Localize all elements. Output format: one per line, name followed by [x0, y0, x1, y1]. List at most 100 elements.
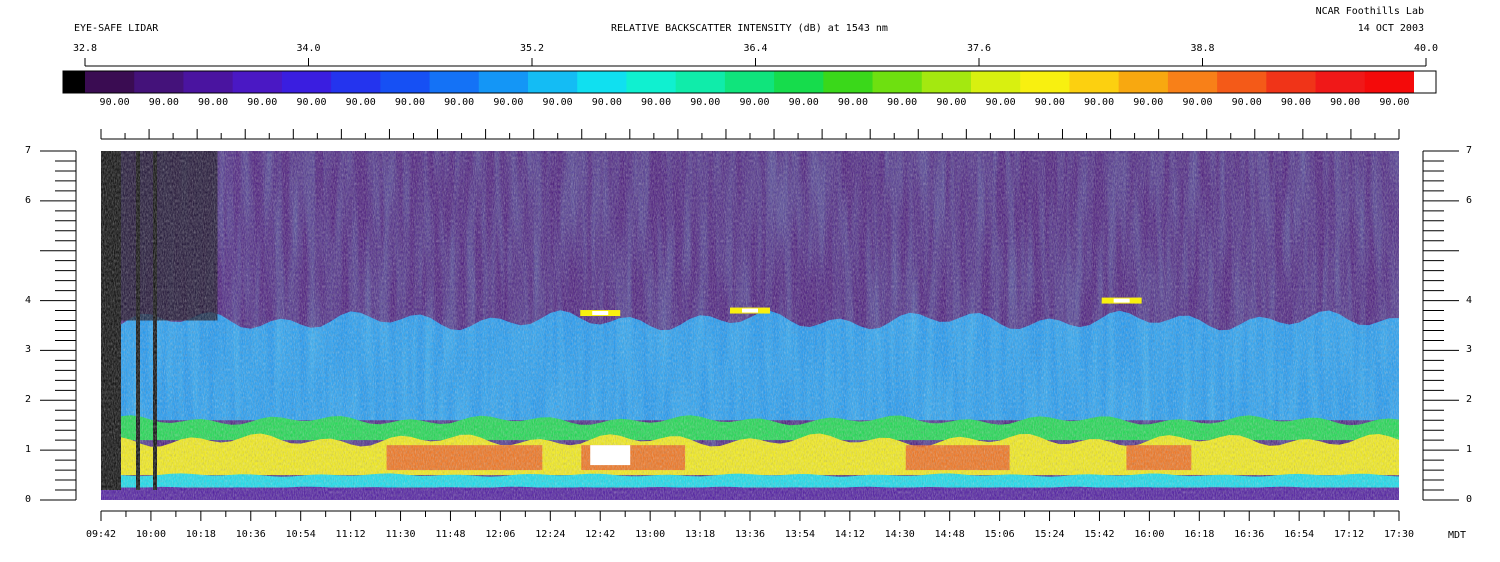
colorbar-bin-label: 90.00: [345, 97, 376, 108]
chart-title: RELATIVE BACKSCATTER INTENSITY (dB) at 1…: [611, 23, 888, 34]
x-tick-label: 11:12: [335, 529, 366, 540]
colorbar-bin-label: 90.00: [394, 97, 425, 108]
colorbar-bin-label: 90.00: [1330, 97, 1361, 108]
x-tick-label: 10:18: [185, 529, 216, 540]
x-tick-label: 12:06: [485, 529, 516, 540]
x-tick-label: 17:12: [1334, 529, 1365, 540]
y-tick-label-left: 3: [25, 344, 32, 356]
y-tick-label-right: 1: [1466, 444, 1473, 456]
colorbar-bin-label: 90.00: [640, 97, 672, 108]
colorbar-bin-label: 90.00: [247, 97, 278, 108]
colorbar-bin-label: 90.00: [788, 97, 819, 108]
colorbar-swatch: [429, 71, 480, 93]
colorbar-bin-label: 90.00: [197, 97, 229, 108]
colorbar-bin-label: 90.00: [1379, 97, 1410, 108]
colorbar-swatch: [724, 71, 775, 93]
x-tick-label: 16:18: [1184, 529, 1215, 540]
colorbar-swatch: [528, 71, 578, 93]
y-tick-label-left: 1: [25, 444, 32, 456]
y-tick-label-left: 2: [25, 394, 32, 406]
x-tick-label: 17:30: [1383, 529, 1415, 540]
y-tick-label-left: 4: [25, 294, 32, 306]
colorbar-swatch: [626, 71, 677, 93]
colorbar-bin-label: 90.00: [1231, 97, 1262, 108]
x-tick-label: 13:54: [784, 529, 815, 540]
colorbar-swatch: [331, 71, 381, 93]
x-tick-label: 09:42: [85, 529, 117, 540]
colorbar-scale-label: 38.8: [1190, 43, 1215, 54]
colorbar-scale-label: 40.0: [1413, 43, 1439, 54]
x-tick-label: 10:00: [135, 529, 166, 540]
colorbar-swatch: [577, 71, 627, 93]
colorbar-swatch: [380, 71, 431, 93]
x-tick-label: 11:30: [385, 529, 416, 540]
colorbar-swatch: [1020, 71, 1070, 93]
colorbar-swatch: [1266, 71, 1317, 93]
colorbar-swatch: [85, 71, 135, 93]
cloud-hit-core: [742, 308, 758, 313]
x-tick-label: 15:06: [984, 529, 1015, 540]
y-tick-label-right: 3: [1466, 344, 1473, 356]
colorbar-bin-label: 90.00: [1133, 97, 1164, 108]
x-tick-label: 16:54: [1284, 529, 1315, 540]
colorbar-scale-label: 32.8: [72, 43, 98, 54]
colorbar-swatch: [1118, 71, 1169, 93]
colorbar: [62, 58, 1437, 94]
x-tick-label: 11:48: [435, 529, 466, 540]
colorbar-bin-label: 90.00: [591, 97, 622, 108]
colorbar-low-swatch: [63, 71, 85, 93]
x-tick-label: 15:42: [1084, 529, 1115, 540]
colorbar-bin-label: 90.00: [739, 97, 770, 108]
colorbar-bin-label: 90.00: [493, 97, 524, 108]
colorbar-swatch: [1069, 71, 1120, 93]
colorbar-swatch: [134, 71, 184, 93]
colorbar-swatch: [183, 71, 234, 93]
colorbar-bin-label: 90.00: [690, 97, 721, 108]
colorbar-high-swatch: [1414, 71, 1436, 93]
x-tick-label: 10:54: [285, 529, 316, 540]
colorbar-bin-label: 90.00: [985, 97, 1016, 108]
colorbar-swatch: [281, 71, 332, 93]
time-zone-label: MDT: [1448, 530, 1467, 541]
saturated-region: [590, 445, 631, 466]
date-label: 14 OCT 2003: [1357, 23, 1424, 34]
colorbar-swatch: [774, 71, 824, 93]
instrument-label: EYE-SAFE LIDAR: [74, 23, 159, 34]
y-tick-label-left: 6: [25, 194, 32, 206]
colorbar-swatch: [1167, 71, 1218, 93]
x-tick-label: 12:24: [535, 529, 566, 540]
y-tick-label-left: 0: [25, 494, 32, 505]
colorbar-bin-label: 90.00: [1083, 97, 1115, 108]
colorbar-bin-label: 90.00: [887, 97, 918, 108]
colorbar-bin-label: 90.00: [1280, 97, 1311, 108]
x-tick-label: 13:00: [635, 529, 666, 540]
colorbar-swatch: [971, 71, 1021, 93]
y-tick-label-left: 7: [25, 145, 32, 156]
x-tick-label: 12:42: [585, 529, 616, 540]
x-tick-label: 14:12: [834, 529, 865, 540]
site-label: NCAR Foothills Lab: [1315, 6, 1424, 17]
x-tick-label: 16:36: [1234, 529, 1265, 540]
colorbar-scale-label: 36.4: [743, 43, 768, 54]
cloud-hit-core: [592, 311, 609, 316]
colorbar-bin-label: 90.00: [1034, 97, 1065, 108]
colorbar-swatch: [921, 71, 972, 93]
cloud-hit-core: [1113, 298, 1130, 303]
colorbar-swatch: [232, 71, 283, 93]
colorbar-swatch: [675, 71, 726, 93]
x-tick-label: 13:18: [685, 529, 716, 540]
colorbar-bin-label: 90.00: [148, 97, 179, 108]
colorbar-scale-label: 37.6: [966, 43, 992, 54]
colorbar-bin-label: 90.00: [936, 97, 967, 108]
x-tick-label: 10:36: [235, 529, 266, 540]
colorbar-bin-label: 90.00: [837, 97, 868, 108]
colorbar-swatch: [872, 71, 923, 93]
x-tick-label: 13:36: [734, 529, 766, 540]
colorbar-swatch: [1217, 71, 1267, 93]
x-tick-label: 14:30: [884, 529, 915, 540]
colorbar-scale-label: 35.2: [519, 43, 545, 54]
colorbar-swatch: [1364, 71, 1415, 93]
colorbar-bin-label: 90.00: [296, 97, 327, 108]
y-tick-label-right: 6: [1466, 194, 1473, 206]
